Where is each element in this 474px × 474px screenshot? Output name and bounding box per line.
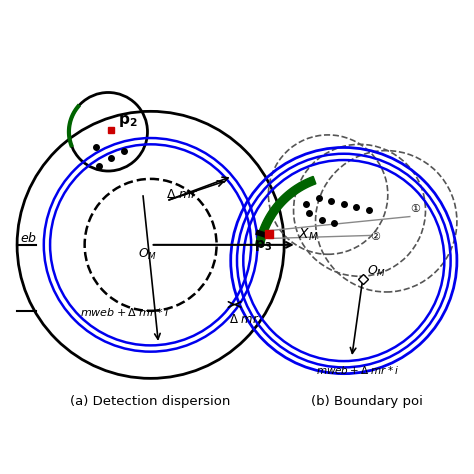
Text: $\Delta\ mr$: $\Delta\ mr$	[229, 313, 260, 327]
Text: (b) Boundary poi: (b) Boundary poi	[311, 395, 423, 408]
Text: $X_M$: $X_M$	[298, 227, 319, 243]
Text: $mweb+ \Delta\ mr*i$: $mweb+ \Delta\ mr*i$	[80, 306, 169, 318]
Text: $\_$: $\_$	[20, 300, 29, 313]
Text: $O_M$: $O_M$	[367, 264, 386, 279]
PathPatch shape	[255, 176, 316, 246]
Text: $\Delta\ mr$: $\Delta\ mr$	[166, 188, 199, 201]
Text: ②: ②	[371, 232, 381, 242]
Text: $\mathbf{p_3}$: $\mathbf{p_3}$	[254, 238, 272, 253]
Text: ①: ①	[410, 204, 420, 214]
Text: $\mathit{eb}$: $\mathit{eb}$	[20, 231, 37, 245]
Text: (a) Detection dispersion: (a) Detection dispersion	[71, 395, 231, 408]
Text: $mweb+ \Delta\ mr*i$: $mweb+ \Delta\ mr*i$	[316, 364, 399, 376]
Text: $\mathbf{p_2}$: $\mathbf{p_2}$	[118, 113, 137, 129]
Text: $O_M$: $O_M$	[138, 246, 157, 262]
